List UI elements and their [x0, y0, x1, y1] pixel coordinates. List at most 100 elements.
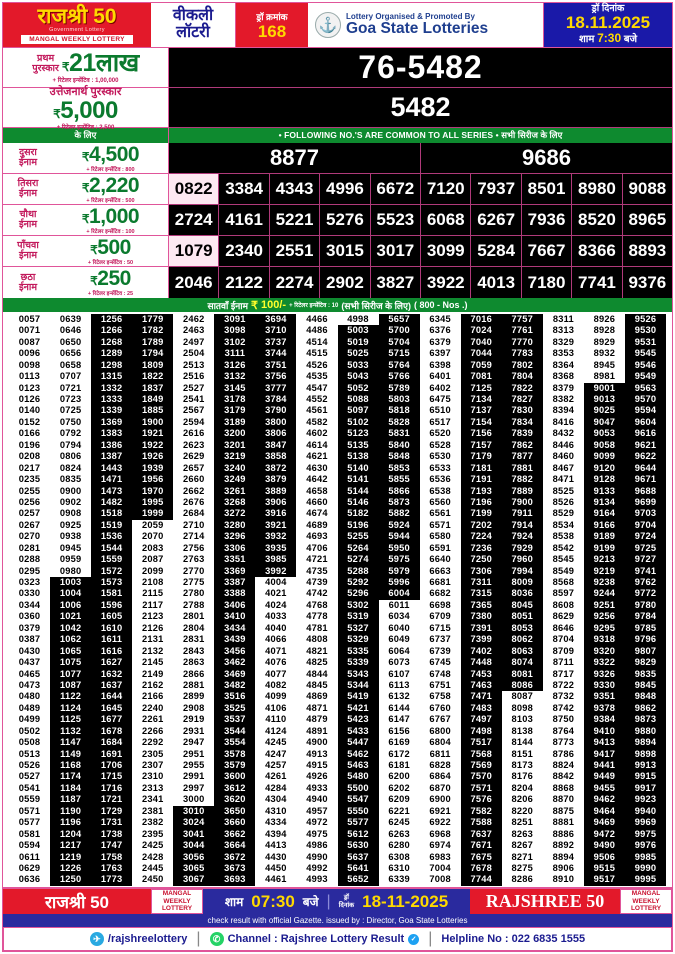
- grid-number-cell: 6751: [419, 679, 461, 692]
- grid-number-cell: 9058: [583, 439, 625, 452]
- grid-number-cell: 3744: [255, 348, 297, 360]
- prize-number-cell: 8520: [572, 205, 623, 236]
- grid-number-cell: 0255: [9, 485, 51, 497]
- grid-number-cell: 4825: [296, 657, 338, 669]
- organiser-line: Lottery Organised & Promoted By: [346, 11, 475, 21]
- prize-number-cell: 9376: [628, 272, 667, 292]
- grid-number-cell: 0750: [50, 416, 92, 429]
- grid-number-cell: 8313: [542, 325, 584, 337]
- grid-number-cell: 1678: [91, 725, 133, 738]
- grid-number-cell: 7040: [460, 336, 502, 349]
- grid-number-cell: 7744: [460, 874, 502, 886]
- grid-number-cell: 8286: [501, 874, 543, 886]
- grid-number-cell: 1204: [50, 828, 92, 841]
- grid-number-cell: 9256: [583, 611, 625, 623]
- grid-number-cell: 5319: [337, 611, 379, 623]
- divider-1: |: [196, 930, 201, 948]
- grid-number-cell: 8945: [583, 359, 625, 372]
- grid-number-cell: 2991: [173, 771, 215, 783]
- grid-number-cell: 8460: [542, 451, 584, 463]
- grid-number-cell: 7960: [501, 554, 543, 566]
- grid-number-cell: 7224: [460, 531, 502, 543]
- grid-number-cell: 6113: [378, 679, 420, 692]
- grid-number-cell: 9001: [583, 382, 625, 395]
- grid-number-cell: 4986: [296, 840, 338, 852]
- grid-number-cell: 9975: [624, 828, 666, 841]
- grid-number-cell: 7914: [501, 519, 543, 532]
- draw-time: शाम 7:30 बजे: [579, 32, 637, 46]
- grid-number-cell: 9417: [583, 748, 625, 761]
- grid-number-cell: 0925: [50, 519, 92, 532]
- grid-number-cell: 2657: [173, 462, 215, 475]
- grid-number-cell: 6172: [378, 748, 420, 761]
- grid-number-cell: 6245: [378, 817, 420, 829]
- grid-number-cell: 5447: [337, 737, 379, 749]
- grid-number-cell: 8722: [542, 679, 584, 692]
- seventh-prize-series: (सभी सिरीज के लिए): [341, 300, 411, 311]
- grid-column: 9526 9530 9531 9545 9546 9549 9563 9570 9594 9604…: [624, 313, 666, 886]
- grid-number-cell: 4040: [255, 622, 297, 635]
- whatsapp-icon: ✆: [209, 932, 224, 947]
- consolation-winning-number: 5482: [169, 88, 672, 129]
- grid-number-cell: 5996: [378, 577, 420, 589]
- grid-number-cell: 0499: [9, 714, 51, 726]
- seventh-prize-amount: 100/-: [261, 299, 287, 312]
- grid-number-cell: 4940: [296, 794, 338, 806]
- grid-number-cell: 5264: [337, 542, 379, 555]
- grid-number-cell: 2710: [173, 519, 215, 532]
- grid-number-cell: 2099: [132, 565, 174, 578]
- prize-number-cell: 9088: [628, 179, 667, 199]
- whatsapp-contact[interactable]: ✆ Channel : Rajshree Lottery Result ✓: [209, 932, 420, 947]
- grid-number-cell: 2770: [173, 565, 215, 578]
- grid-number-cell: 7862: [501, 439, 543, 452]
- seventh-prize-count: ( 800 - Nos .): [414, 300, 468, 311]
- grid-number-cell: 9688: [624, 485, 666, 497]
- grid-number-cell: 0360: [9, 611, 51, 623]
- grid-number-cell: 2866: [173, 668, 215, 680]
- grid-number-cell: 2541: [173, 394, 215, 406]
- grid-number-cell: 7637: [460, 828, 502, 841]
- grid-number-cell: 7570: [460, 771, 502, 783]
- grid-number-cell: 2070: [132, 531, 174, 543]
- grid-number-cell: 1042: [50, 622, 92, 635]
- grid-number-cell: 3240: [214, 462, 256, 475]
- prize-number-cell: 3922: [421, 267, 472, 299]
- grid-number-cell: 2425: [132, 840, 174, 852]
- grid-number-cell: 1789: [132, 336, 174, 349]
- first-prize-winning-number: 76-5482: [169, 48, 672, 89]
- grid-number-cell: 5577: [337, 817, 379, 829]
- grid-number-cell: 0330: [9, 588, 51, 600]
- grid-number-cell: 2616: [173, 428, 215, 440]
- prize-number-cell: 8980: [572, 174, 623, 205]
- grid-number-cell: 2931: [173, 725, 215, 738]
- grid-number-cell: 8892: [542, 840, 584, 852]
- grid-number-cell: 3777: [255, 382, 297, 395]
- grid-number-cell: 5764: [378, 359, 420, 372]
- grid-number-cell: 0126: [9, 394, 51, 406]
- grid-number-cell: 0071: [9, 325, 51, 337]
- grid-number-cell: 3249: [214, 474, 256, 486]
- grid-number-cell: 9913: [624, 760, 666, 772]
- grid-number-cell: 9724: [624, 531, 666, 543]
- grid-number-cell: 3537: [214, 714, 256, 726]
- grid-number-cell: 5866: [378, 485, 420, 497]
- grid-number-cell: 2341: [132, 794, 174, 806]
- grid-number-cell: 3800: [255, 416, 297, 429]
- grid-number-cell: 6376: [419, 325, 461, 337]
- grid-number-cell: 4486: [296, 325, 338, 337]
- grid-number-cell: 7236: [460, 542, 502, 555]
- grid-number-cell: 0281: [9, 542, 51, 555]
- grid-number-cell: 2307: [132, 760, 174, 772]
- grid-number-cell: 4310: [255, 805, 297, 818]
- grid-number-cell: 6040: [378, 622, 420, 635]
- grid-number-cell: 7250: [460, 554, 502, 566]
- prize-number-cell: 7936: [522, 205, 573, 236]
- prize-number-cell: 5284: [471, 236, 522, 267]
- grid-number-cell: 6517: [419, 416, 461, 429]
- grid-number-cell: 3091: [214, 313, 256, 326]
- telegram-contact[interactable]: ✈ /rajshreelottery: [89, 932, 187, 947]
- grid-number-cell: 1369: [91, 416, 133, 429]
- grid-number-cell: 9326: [583, 668, 625, 680]
- grid-number-cell: 9244: [583, 588, 625, 600]
- grid-number-cell: 4614: [296, 439, 338, 452]
